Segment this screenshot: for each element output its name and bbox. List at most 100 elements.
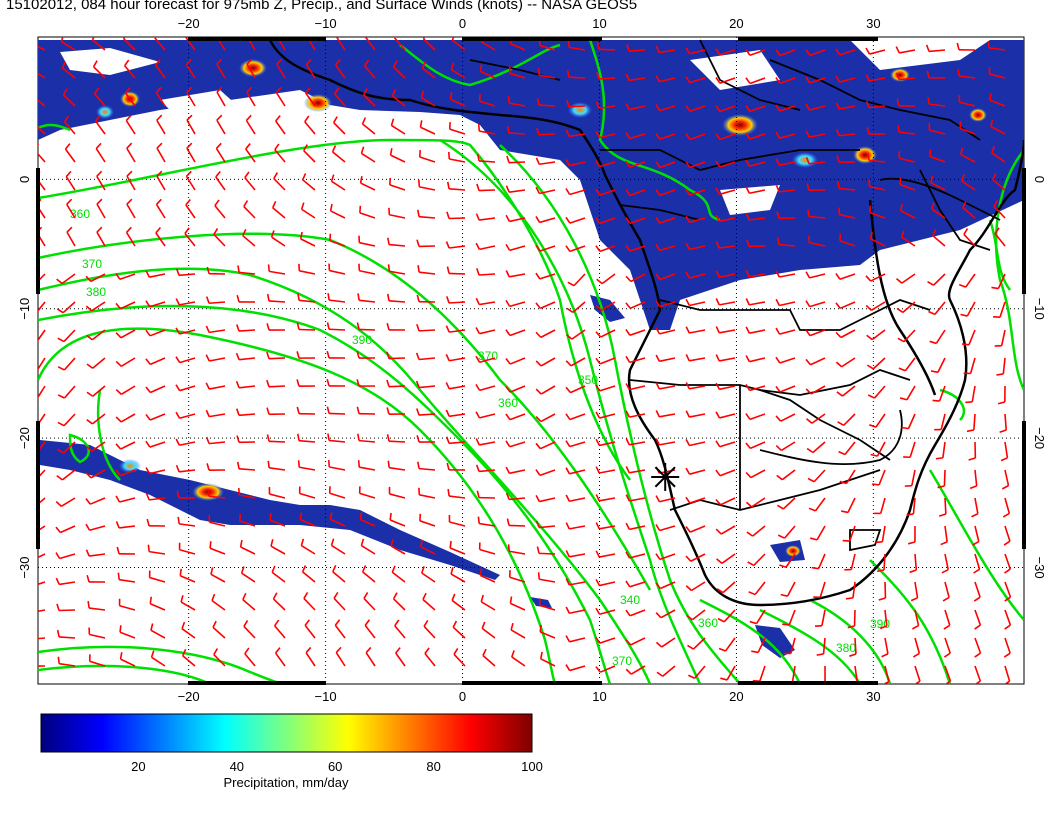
wind-barb <box>269 467 286 471</box>
wind-barb <box>629 301 646 310</box>
wind-barb-feather <box>805 300 811 308</box>
wind-barb <box>839 105 856 110</box>
wind-barb-feather <box>122 37 126 40</box>
wind-barb-feather <box>64 143 71 150</box>
wind-barb <box>749 105 766 113</box>
wind-barb <box>125 120 136 135</box>
wind-barb-feather <box>745 159 751 167</box>
wind-barb-feather <box>85 523 91 531</box>
wind-barb <box>358 328 376 331</box>
wind-barb <box>689 161 706 169</box>
wind-barb <box>659 273 676 281</box>
wind-barb-feather <box>746 531 754 537</box>
wind-barb <box>38 637 46 640</box>
wind-barb <box>119 469 136 477</box>
wind-barb <box>879 497 886 514</box>
wind-barb <box>480 70 496 79</box>
wind-barb <box>691 581 706 592</box>
wind-barb-feather <box>387 237 390 245</box>
wind-barb <box>359 466 376 471</box>
wind-barb <box>813 469 826 483</box>
wind-barb-feather <box>181 621 186 629</box>
wind-barb <box>239 520 256 527</box>
wind-barb <box>508 132 526 135</box>
wind-barb <box>599 553 616 558</box>
wind-barb-feather <box>334 59 341 66</box>
wind-barb-feather <box>395 647 401 654</box>
wind-barb-feather <box>565 635 571 643</box>
wind-barb <box>213 653 226 667</box>
wind-barb-feather <box>715 411 721 419</box>
wind-barb <box>149 550 166 555</box>
wind-barb-feather <box>356 322 360 330</box>
wind-barb <box>149 329 166 337</box>
wind-barb-feather <box>865 74 870 82</box>
wind-barb <box>629 609 646 617</box>
wind-barb-feather <box>775 270 781 278</box>
wind-barb <box>628 49 646 52</box>
wind-barb-feather <box>479 64 483 72</box>
wind-barb <box>335 37 346 51</box>
wind-barb <box>914 581 919 598</box>
wind-barb <box>1004 665 1011 682</box>
wind-barb <box>569 245 586 253</box>
wind-barb-feather <box>216 58 223 65</box>
wind-barb-feather <box>304 619 310 626</box>
wind-barb-feather <box>595 636 601 644</box>
wind-barb-feather <box>55 500 62 507</box>
wind-barb <box>568 105 586 108</box>
wind-barb-feather <box>237 487 241 496</box>
wind-barb <box>359 269 376 275</box>
wind-barb <box>1004 553 1012 570</box>
location-marker-icon[interactable] <box>651 462 680 491</box>
wind-barb-feather <box>212 620 217 628</box>
wind-barb <box>599 217 616 225</box>
contour-label: 350 <box>578 373 598 387</box>
wind-barb <box>479 548 496 555</box>
wind-barb-feather <box>237 265 240 273</box>
wind-barb <box>89 525 106 531</box>
wind-barb-feather <box>899 397 908 401</box>
wind-barb <box>361 152 376 163</box>
wind-barb-feather <box>115 388 122 395</box>
wind-barb <box>390 545 406 555</box>
wind-barb-feather <box>271 565 276 573</box>
wind-barb <box>822 637 826 655</box>
wind-barb-feather <box>808 507 816 512</box>
wind-barb <box>389 493 406 499</box>
wind-barb <box>244 177 256 191</box>
wind-barb <box>120 301 136 310</box>
wind-barb-feather <box>685 47 691 55</box>
wind-barb-feather <box>595 466 601 474</box>
contour-label: 370 <box>478 349 498 363</box>
wind-barb <box>359 299 376 303</box>
wind-barb <box>843 413 856 426</box>
wind-barb <box>779 133 796 139</box>
wind-barb <box>359 241 376 247</box>
wind-barb-feather <box>175 384 181 392</box>
wind-barb <box>974 469 978 486</box>
wind-barb-feather <box>876 569 885 573</box>
wind-barb <box>749 161 766 168</box>
wind-barb <box>389 270 406 275</box>
wind-barb-feather <box>28 282 34 285</box>
wind-barb <box>719 161 736 168</box>
wind-barb <box>96 175 106 191</box>
wind-barb-feather <box>745 298 750 306</box>
wind-barb <box>212 626 226 639</box>
wind-barb-feather <box>958 283 967 288</box>
wind-barb-feather <box>835 361 843 368</box>
wind-barb <box>154 37 166 51</box>
wind-barb-feather <box>990 119 994 127</box>
wind-barb-feather <box>897 337 905 343</box>
wind-barb-feather <box>655 582 662 590</box>
wind-barb-feather <box>300 538 305 546</box>
wind-barb <box>569 525 586 530</box>
wind-barb <box>943 469 946 487</box>
wind-barb <box>852 581 856 598</box>
wind-barb <box>154 64 166 79</box>
wind-barb <box>124 92 136 107</box>
wind-barb-feather <box>214 199 220 207</box>
wind-barb <box>89 633 106 639</box>
